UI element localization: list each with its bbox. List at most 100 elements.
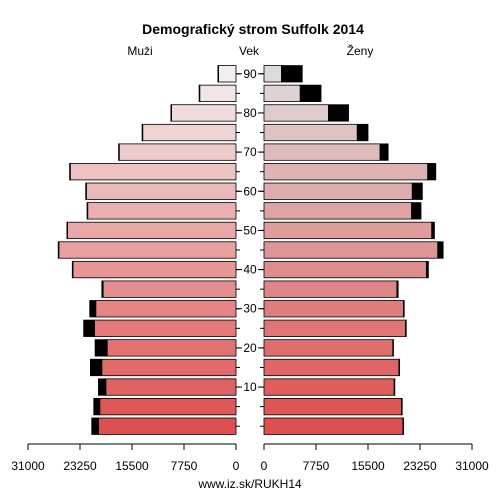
- male-bar-extra-5-9: [93, 398, 101, 416]
- female-bar-25-29: [263, 319, 406, 337]
- x-tick-label-right: 15500: [351, 459, 385, 473]
- male-bar-0-4: [98, 417, 237, 435]
- age-tick-label: 50: [243, 223, 257, 237]
- female-bar-extra-10-14: [393, 378, 396, 396]
- female-bar-extra-20-24: [392, 339, 394, 357]
- female-bar-extra-85-89: [299, 84, 322, 102]
- male-bar-65-69: [69, 163, 237, 181]
- male-bar-extra-60-64: [85, 182, 87, 200]
- x-tick-label-right: 0: [261, 459, 268, 473]
- female-bar-extra-70-74: [379, 143, 389, 161]
- male-bar-10-14: [105, 378, 237, 396]
- male-bar-80-84: [171, 104, 237, 122]
- x-tick-label-right: 31000: [455, 459, 489, 473]
- male-bar-75-79: [142, 123, 237, 142]
- male-bar-15-19: [101, 358, 237, 377]
- female-bar-extra-45-49: [437, 241, 444, 259]
- female-bar-55-59: [263, 202, 413, 220]
- female-bar-extra-90+: [281, 65, 303, 83]
- left-panel-label: Muži: [127, 44, 152, 58]
- x-tick-label-left: 31000: [11, 459, 45, 473]
- female-bar-15-19: [263, 358, 400, 377]
- age-tick-label: 90: [243, 67, 257, 81]
- x-tick-label-right: 7750: [303, 459, 330, 473]
- age-tick-label: 70: [243, 145, 257, 159]
- age-tick-label: 80: [243, 106, 257, 120]
- male-bar-extra-55-59: [86, 202, 89, 220]
- female-bar-extra-25-29: [405, 319, 407, 337]
- age-tick-label: 10: [243, 380, 257, 394]
- female-bar-70-74: [263, 143, 381, 161]
- center-axis-label: Vek: [239, 44, 260, 58]
- male-bar-25-29: [94, 319, 237, 337]
- female-bar-35-39: [263, 280, 398, 298]
- female-bar-extra-50-54: [431, 221, 435, 240]
- male-bar-extra-10-14: [98, 378, 107, 396]
- female-bar-extra-40-44: [425, 260, 429, 279]
- male-bar-70-74: [118, 143, 237, 161]
- female-bar-extra-80-84: [328, 104, 349, 122]
- age-tick-label: 40: [243, 263, 257, 277]
- male-bar-40-44: [72, 260, 237, 279]
- female-bar-85-89: [263, 84, 301, 102]
- female-bar-extra-35-39: [396, 280, 399, 298]
- male-bar-85-89: [199, 84, 237, 102]
- male-bar-extra-25-29: [83, 319, 95, 337]
- x-tick-label-left: 0: [233, 459, 240, 473]
- plot-area: 10 20 30 40 50 60 70 80 90 31000 23250 15500 7750 0 0 7…: [11, 65, 489, 473]
- male-bar-extra-70-74: [118, 143, 120, 161]
- female-bar-75-79: [263, 123, 358, 142]
- male-bar-90+: [218, 65, 237, 83]
- male-bar-extra-80-84: [170, 104, 172, 122]
- male-bar-30-34: [95, 300, 237, 318]
- female-bar-20-24: [263, 339, 394, 357]
- female-bar-40-44: [263, 260, 427, 279]
- age-tick-label: 60: [243, 184, 257, 198]
- female-bar-extra-75-79: [356, 123, 369, 142]
- male-bar-extra-90+: [217, 65, 219, 83]
- female-bar-90+: [263, 65, 282, 83]
- male-bar-60-64: [85, 182, 237, 200]
- female-bar-extra-0-4: [402, 417, 404, 435]
- male-bar-35-39: [102, 280, 237, 298]
- age-tick-label: 20: [243, 341, 257, 355]
- male-bar-20-24: [106, 339, 237, 357]
- age-tick-label: 30: [243, 302, 257, 316]
- male-bar-50-54: [67, 221, 237, 240]
- male-bar-extra-35-39: [101, 280, 104, 298]
- male-bar-extra-65-69: [69, 163, 71, 181]
- male-bar-extra-85-89: [198, 84, 201, 102]
- male-bar-extra-20-24: [94, 339, 108, 357]
- female-bar-extra-15-19: [398, 358, 400, 377]
- female-bar-65-69: [263, 163, 429, 181]
- male-bar-55-59: [87, 202, 237, 220]
- male-bar-extra-75-79: [141, 123, 144, 142]
- x-tick-label-left: 23250: [63, 459, 97, 473]
- x-tick-label-left: 7750: [171, 459, 198, 473]
- male-bar-extra-0-4: [91, 417, 99, 435]
- male-bar-5-9: [99, 398, 237, 416]
- female-bar-extra-55-59: [411, 202, 422, 220]
- female-bar-60-64: [263, 182, 413, 200]
- female-bar-5-9: [263, 398, 402, 416]
- female-bar-30-34: [263, 300, 404, 318]
- female-bar-80-84: [263, 104, 329, 122]
- female-bar-extra-60-64: [411, 182, 423, 200]
- male-bar-extra-30-34: [89, 300, 97, 318]
- female-bar-0-4: [263, 417, 404, 435]
- male-bar-extra-40-44: [71, 260, 74, 279]
- female-bar-extra-65-69: [427, 163, 437, 181]
- x-tick-label-left: 15500: [115, 459, 149, 473]
- male-bar-45-49: [58, 241, 237, 259]
- male-bar-extra-50-54: [66, 221, 68, 240]
- x-tick-label-right: 23250: [403, 459, 437, 473]
- female-bar-extra-5-9: [401, 398, 403, 416]
- male-bar-extra-15-19: [90, 358, 103, 377]
- right-panel-label: Ženy: [347, 43, 374, 58]
- footer-source: www.iz.sk/RUKH14: [197, 477, 302, 491]
- chart-title: Demografický strom Suffolk 2014: [142, 21, 364, 37]
- female-bar-10-14: [263, 378, 395, 396]
- male-bar-extra-45-49: [57, 241, 60, 259]
- female-bar-extra-30-34: [403, 300, 405, 318]
